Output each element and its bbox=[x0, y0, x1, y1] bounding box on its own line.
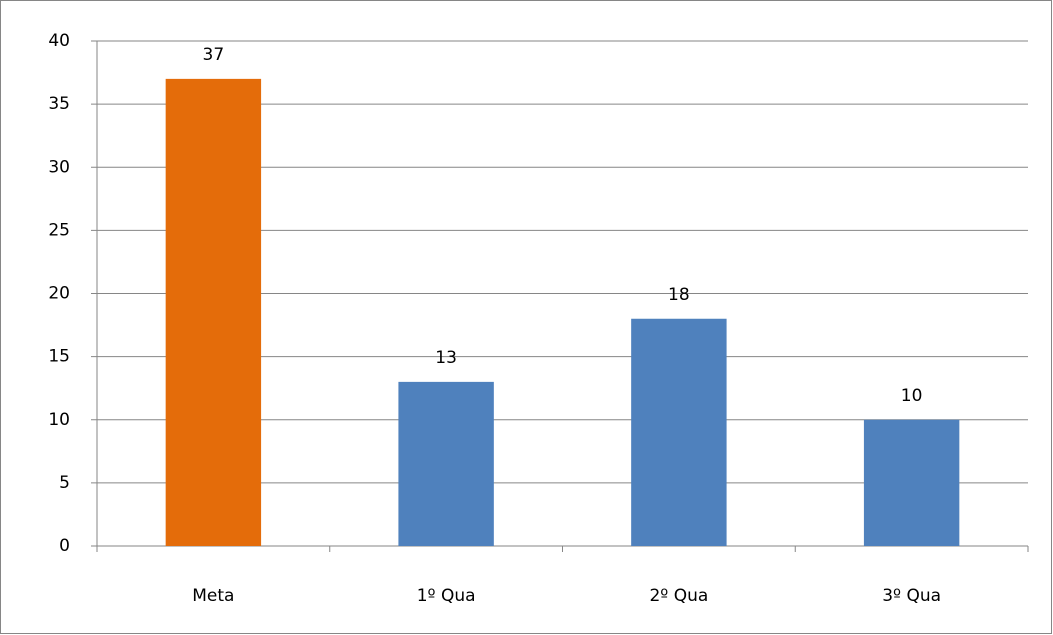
y-tick-label: 40 bbox=[48, 31, 70, 51]
data-label: 18 bbox=[668, 285, 690, 305]
y-tick-label: 10 bbox=[48, 410, 70, 430]
x-tick-label: 1º Qua bbox=[417, 586, 476, 606]
bar bbox=[398, 381, 494, 546]
y-tick-label: 20 bbox=[48, 284, 70, 304]
data-label: 13 bbox=[435, 348, 457, 368]
x-tick-label: 2º Qua bbox=[649, 586, 708, 606]
y-tick-label: 15 bbox=[48, 347, 70, 367]
bar bbox=[863, 419, 960, 546]
x-tick-label: 3º Qua bbox=[882, 586, 941, 606]
y-tick-label: 0 bbox=[59, 536, 70, 556]
y-tick-label: 5 bbox=[59, 473, 70, 493]
y-tick-label: 25 bbox=[48, 220, 70, 240]
data-label: 10 bbox=[901, 386, 923, 406]
data-label: 37 bbox=[203, 45, 225, 65]
x-tick-label: Meta bbox=[192, 586, 234, 606]
y-tick-label: 35 bbox=[48, 94, 70, 114]
bar bbox=[631, 318, 727, 546]
bar bbox=[165, 78, 262, 546]
y-tick-label: 30 bbox=[48, 157, 70, 177]
